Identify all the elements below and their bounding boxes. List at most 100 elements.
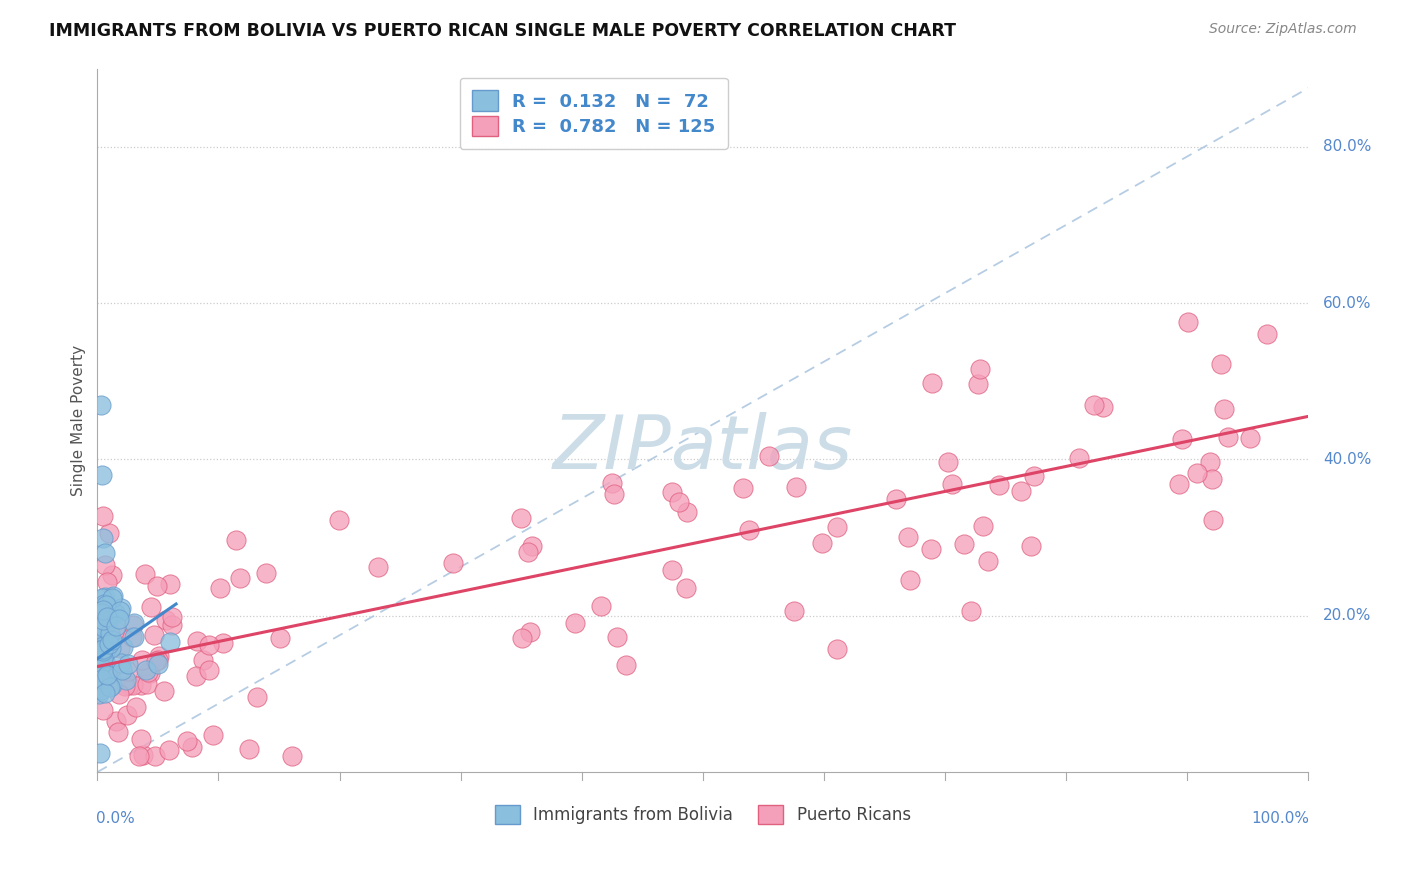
Point bbox=[96, 638, 118, 652]
Point bbox=[91, 650, 114, 665]
Point bbox=[93, 644, 115, 658]
Text: ZIPatlas: ZIPatlas bbox=[553, 412, 853, 484]
Point bbox=[96, 667, 118, 681]
Point bbox=[117, 657, 139, 671]
Point bbox=[108, 687, 131, 701]
Point bbox=[136, 665, 159, 680]
Point bbox=[1216, 430, 1239, 444]
Point bbox=[143, 749, 166, 764]
Point bbox=[90, 607, 112, 622]
Point bbox=[212, 635, 235, 649]
Point bbox=[145, 654, 167, 668]
Point bbox=[606, 630, 628, 644]
Point bbox=[93, 686, 115, 700]
Point bbox=[564, 616, 586, 631]
Point bbox=[117, 678, 139, 692]
Point bbox=[93, 617, 115, 632]
Point bbox=[97, 614, 120, 628]
Point bbox=[97, 525, 120, 540]
Point bbox=[93, 606, 115, 620]
Point bbox=[124, 616, 146, 631]
Point bbox=[825, 641, 848, 656]
Point bbox=[93, 622, 115, 636]
Point bbox=[89, 746, 111, 760]
Point bbox=[510, 511, 533, 525]
Point bbox=[591, 599, 613, 614]
Point bbox=[112, 640, 135, 654]
Text: 80.0%: 80.0% bbox=[1323, 139, 1371, 154]
Point bbox=[269, 632, 291, 646]
Legend: Immigrants from Bolivia, Puerto Ricans: Immigrants from Bolivia, Puerto Ricans bbox=[485, 795, 921, 834]
Text: 40.0%: 40.0% bbox=[1323, 452, 1371, 467]
Point bbox=[972, 518, 994, 533]
Point bbox=[97, 663, 120, 677]
Point bbox=[91, 603, 114, 617]
Point bbox=[96, 609, 118, 624]
Point bbox=[246, 690, 269, 704]
Point bbox=[121, 631, 143, 645]
Point bbox=[90, 606, 112, 620]
Point bbox=[1091, 401, 1114, 415]
Point bbox=[1167, 477, 1189, 491]
Point bbox=[921, 376, 943, 390]
Point bbox=[131, 748, 153, 763]
Point bbox=[94, 673, 117, 687]
Point bbox=[98, 680, 121, 694]
Point bbox=[160, 618, 183, 632]
Point bbox=[89, 673, 111, 688]
Point bbox=[100, 665, 122, 680]
Point bbox=[121, 618, 143, 632]
Point bbox=[91, 615, 114, 629]
Point bbox=[93, 679, 115, 693]
Point bbox=[1010, 483, 1032, 498]
Point bbox=[661, 563, 683, 577]
Point bbox=[101, 677, 124, 691]
Point bbox=[143, 628, 166, 642]
Point bbox=[97, 608, 120, 623]
Point bbox=[90, 398, 112, 412]
Text: 20.0%: 20.0% bbox=[1323, 608, 1371, 624]
Point bbox=[969, 362, 991, 376]
Point bbox=[100, 626, 122, 640]
Point bbox=[90, 682, 112, 697]
Point bbox=[100, 641, 122, 656]
Point bbox=[157, 742, 180, 756]
Point bbox=[89, 658, 111, 673]
Point bbox=[89, 643, 111, 657]
Text: 0.0%: 0.0% bbox=[96, 811, 135, 826]
Point bbox=[98, 637, 121, 651]
Point bbox=[93, 508, 115, 523]
Point bbox=[785, 480, 807, 494]
Point bbox=[122, 630, 145, 644]
Point bbox=[107, 724, 129, 739]
Point bbox=[675, 506, 697, 520]
Point bbox=[1019, 540, 1042, 554]
Point bbox=[661, 485, 683, 500]
Point bbox=[139, 600, 162, 615]
Point bbox=[614, 658, 637, 673]
Point bbox=[176, 734, 198, 748]
Point bbox=[110, 663, 132, 677]
Point bbox=[238, 741, 260, 756]
Text: Source: ZipAtlas.com: Source: ZipAtlas.com bbox=[1209, 22, 1357, 37]
Point bbox=[512, 631, 534, 645]
Point bbox=[91, 639, 114, 653]
Point bbox=[110, 601, 132, 615]
Point bbox=[668, 495, 690, 509]
Point bbox=[1177, 315, 1199, 329]
Point bbox=[281, 749, 304, 764]
Point bbox=[90, 639, 112, 653]
Point bbox=[758, 450, 780, 464]
Point bbox=[93, 703, 115, 717]
Point bbox=[89, 652, 111, 666]
Point bbox=[146, 579, 169, 593]
Point bbox=[91, 656, 114, 670]
Point bbox=[1022, 468, 1045, 483]
Point bbox=[517, 545, 540, 559]
Point bbox=[1185, 466, 1208, 480]
Point bbox=[97, 675, 120, 690]
Point bbox=[675, 581, 697, 595]
Point bbox=[884, 491, 907, 506]
Point bbox=[146, 653, 169, 667]
Point bbox=[1083, 398, 1105, 412]
